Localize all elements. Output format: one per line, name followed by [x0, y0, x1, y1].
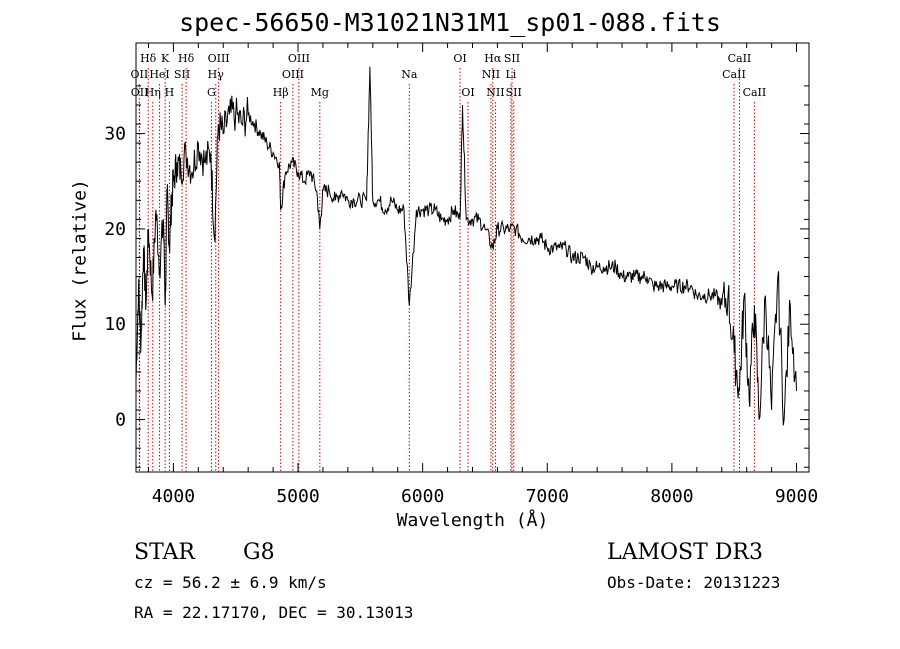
line-label: SII	[174, 68, 190, 81]
spectrum-line	[135, 66, 797, 426]
line-label: Hη	[145, 86, 161, 99]
x-tick-label: 9000	[775, 486, 818, 507]
spectrum-series	[135, 66, 797, 426]
line-label: CaII	[728, 52, 752, 65]
line-label: SII	[506, 86, 522, 99]
y-tick-label: 0	[115, 410, 126, 431]
line-label: SII	[504, 52, 520, 65]
line-label: OII	[131, 86, 149, 99]
x-tick-label: 4000	[152, 486, 195, 507]
line-label: Hα	[484, 52, 502, 65]
line-label: NII	[486, 86, 504, 99]
line-label: Na	[401, 68, 418, 81]
line-label: OII	[131, 68, 149, 81]
axis-ticks: 4000 5000 6000 7000 8000 9000 0 10 20 30	[104, 43, 818, 507]
coordinates: RA = 22.17170, DEC = 30.13013	[134, 603, 414, 622]
object-type: STAR	[134, 540, 195, 565]
x-tick-label: 8000	[650, 486, 693, 507]
line-label: K	[161, 52, 170, 65]
redshift-velocity: cz = 56.2 ± 6.9 km/s	[134, 573, 327, 592]
line-label: Mg	[311, 86, 329, 99]
line-label: Hδ	[178, 52, 195, 65]
line-label: Hγ	[208, 68, 225, 81]
x-tick-label: 5000	[276, 486, 319, 507]
line-label: CaII	[722, 68, 746, 81]
y-axis-label: Flux (relative)	[69, 179, 91, 342]
line-label: OI	[453, 52, 466, 65]
x-tick-label: 6000	[401, 486, 444, 507]
spectral-class: G8	[243, 540, 275, 565]
y-tick-label: 20	[104, 219, 126, 240]
chart-title: spec-56650-M31021N31M1_sp01-088.fits	[179, 8, 721, 37]
line-label: OIII	[208, 52, 230, 65]
line-label: NII	[482, 68, 500, 81]
line-label: Li	[505, 68, 516, 81]
line-label: OIII	[288, 52, 310, 65]
line-label: OIII	[282, 68, 304, 81]
emission-absorption-lines: Hδ OII OII K HeI Hη Hδ SII H OIII Hγ G OIII OIII Hβ Mg N…	[131, 52, 767, 472]
observation-date: Obs-Date: 20131223	[607, 573, 781, 592]
survey-name: LAMOST DR3	[607, 540, 763, 565]
line-label: Hδ	[140, 52, 157, 65]
y-tick-label: 10	[104, 314, 126, 335]
line-label: CaII	[743, 86, 767, 99]
x-tick-label: 7000	[526, 486, 569, 507]
line-label: H	[165, 86, 175, 99]
x-axis-label: Wavelength (Å)	[396, 510, 549, 531]
line-label: G	[207, 86, 216, 99]
line-label: Hβ	[273, 86, 289, 99]
line-label: HeI	[149, 68, 169, 81]
y-tick-label: 30	[104, 124, 126, 145]
line-label: OI	[461, 86, 474, 99]
